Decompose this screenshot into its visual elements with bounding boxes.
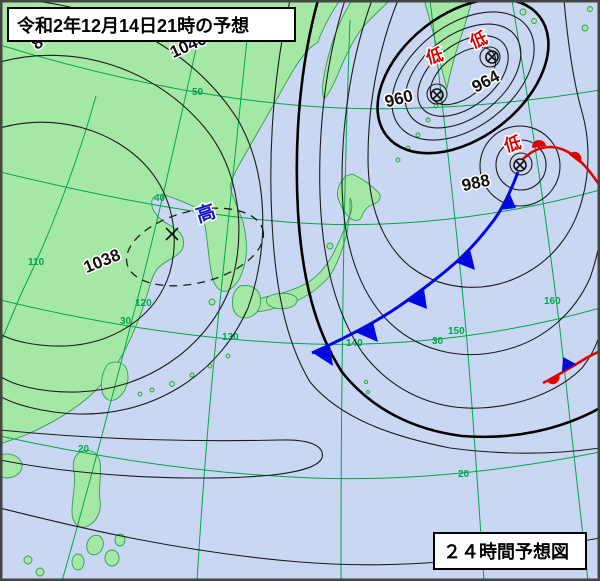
landmass-taiwan	[100, 361, 129, 401]
low-center-icon	[513, 158, 527, 172]
cold-front-triangle	[499, 192, 516, 210]
title-box: 令和2年12月14日21時の予想	[7, 7, 296, 42]
pressure-value: 988	[460, 171, 492, 195]
cold-front-triangle	[355, 322, 378, 342]
jeju-island	[208, 298, 216, 306]
isobar-line	[0, 0, 264, 415]
sado-island	[326, 242, 334, 250]
cold-front-triangle	[313, 346, 333, 366]
isobar-rings-low-complex	[376, 0, 550, 155]
parallel-20n	[0, 435, 600, 480]
graticule-label: 30	[432, 336, 444, 347]
meridian-120e	[61, 39, 199, 581]
isobar-line	[0, 121, 175, 347]
graticule-label: 120	[135, 298, 152, 309]
isobar-line	[319, 0, 600, 409]
graticule-label: 140	[346, 338, 363, 349]
graticule-label: 160	[544, 296, 561, 307]
parallel-30n	[0, 299, 600, 345]
isobar-trough-line	[0, 429, 323, 479]
landmass-kyushu	[231, 285, 261, 319]
isobars	[0, 0, 600, 566]
warm-front-semicircle	[532, 140, 547, 148]
footer-box: ２４時間予想図	[433, 532, 587, 570]
meridian-140e	[340, 19, 351, 581]
stationary-front-semicircle	[546, 374, 560, 385]
north-pacific-islands	[519, 6, 593, 32]
forecast-title: 令和2年12月14日21時の予想	[16, 15, 249, 36]
footer-label: ２４時間予想図	[443, 541, 569, 562]
high-center-icon	[165, 227, 179, 241]
warm-front-line	[521, 145, 600, 187]
isobar-line	[367, 0, 589, 288]
cold-front-triangle	[455, 249, 475, 270]
isobar-rings-low-988	[479, 125, 561, 207]
graticule-label: 40	[154, 193, 166, 204]
low-center-icon	[430, 88, 444, 102]
graticule-label: 130	[222, 332, 239, 343]
landmass-philippines	[23, 450, 126, 577]
stationary-front-triangle	[562, 357, 576, 372]
graticule-label: 50	[192, 87, 204, 98]
isobar-line	[270, 0, 600, 454]
isobar-line	[0, 54, 240, 393]
cold-front-triangle	[407, 289, 427, 309]
landmass-shikoku	[265, 292, 298, 310]
graticule-label: 30	[120, 316, 132, 327]
graticule-label: 20	[78, 444, 90, 455]
graticule-label: 110	[28, 257, 45, 268]
parallel-40n	[0, 171, 600, 226]
isobar-line-bold	[295, 0, 600, 439]
meridian-110e	[0, 95, 97, 345]
fronts	[311, 140, 600, 385]
low-center-icon	[485, 50, 499, 64]
graticule-label: 20	[458, 469, 470, 480]
landmass-continent	[0, 0, 341, 445]
landmass-kamchatka	[423, 0, 473, 90]
graticule-label: 150	[448, 326, 465, 337]
warm-front-semicircle	[568, 151, 582, 164]
isobar-line	[341, 0, 600, 356]
